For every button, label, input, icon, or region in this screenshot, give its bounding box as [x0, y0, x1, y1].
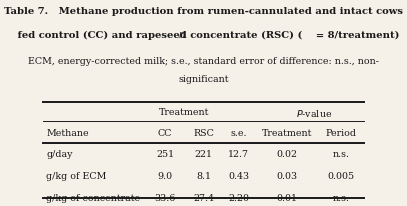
Text: 251: 251 [156, 150, 174, 159]
Text: g/kg of ECM: g/kg of ECM [46, 172, 107, 181]
Text: $n$: $n$ [177, 30, 185, 40]
Text: 27.4: 27.4 [193, 194, 214, 203]
Text: n.s.: n.s. [333, 194, 350, 203]
Text: 0.005: 0.005 [328, 172, 355, 181]
Text: 0.02: 0.02 [276, 150, 298, 159]
Text: fed control (CC) and rapeseed concentrate (RSC) (      = 8/treatment): fed control (CC) and rapeseed concentrat… [7, 30, 400, 40]
Text: g/kg of concentrate: g/kg of concentrate [46, 194, 140, 203]
Text: $P$-value: $P$-value [296, 108, 332, 119]
Text: Period: Period [326, 129, 357, 138]
Text: Treatment: Treatment [262, 129, 312, 138]
Text: Treatment: Treatment [159, 108, 210, 117]
Text: 0.03: 0.03 [276, 172, 298, 181]
Text: 33.6: 33.6 [154, 194, 176, 203]
Text: CC: CC [158, 129, 172, 138]
Text: 2.20: 2.20 [228, 194, 249, 203]
Text: g/day: g/day [46, 150, 73, 159]
Text: 0.01: 0.01 [276, 194, 298, 203]
Text: ECM, energy-corrected milk; s.e., standard error of difference: n.s., non-: ECM, energy-corrected milk; s.e., standa… [28, 56, 379, 66]
Text: 0.43: 0.43 [228, 172, 249, 181]
Text: Table 7.   Methane production from rumen-cannulated and intact cows: Table 7. Methane production from rumen-c… [4, 7, 403, 16]
Text: 221: 221 [195, 150, 212, 159]
Text: 8.1: 8.1 [196, 172, 211, 181]
Text: Methane: Methane [46, 129, 89, 138]
Text: 12.7: 12.7 [228, 150, 249, 159]
Text: n.s.: n.s. [333, 150, 350, 159]
Text: 9.0: 9.0 [158, 172, 173, 181]
Text: RSC: RSC [193, 129, 214, 138]
Text: s.e.: s.e. [230, 129, 247, 138]
Text: significant: significant [178, 75, 229, 84]
